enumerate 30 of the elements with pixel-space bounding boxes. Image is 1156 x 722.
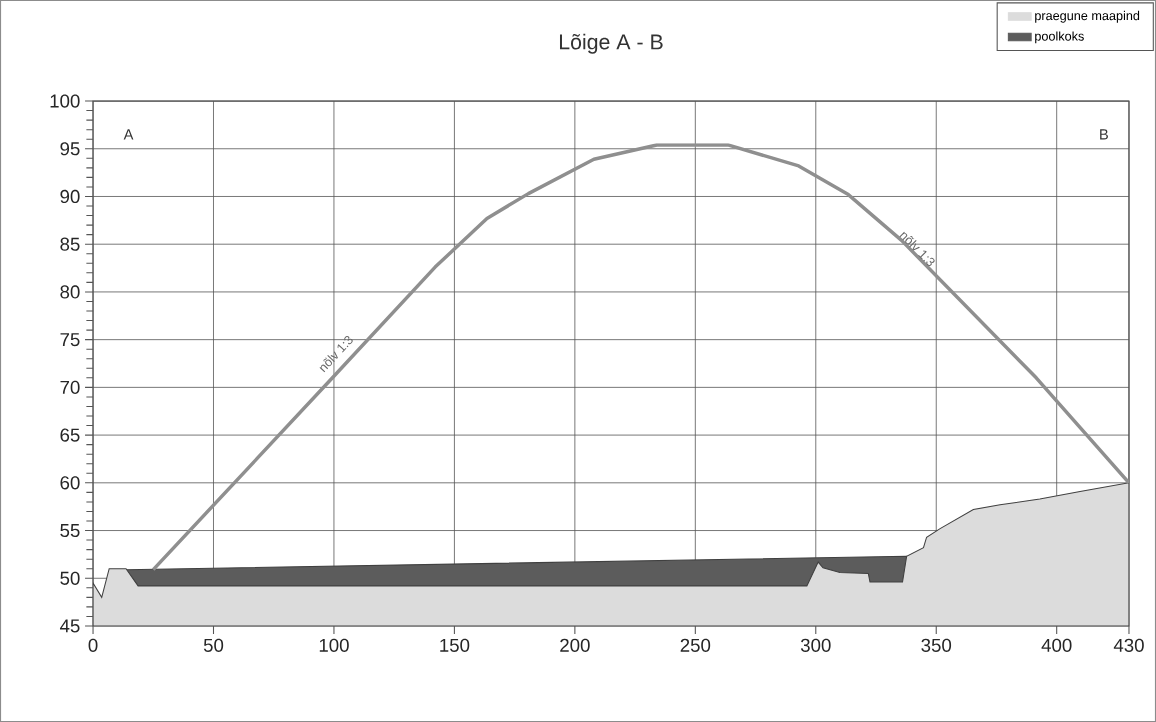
y-tick-label: 75	[60, 333, 80, 347]
y-tick-label: 100	[50, 94, 80, 108]
chart-title: Lõige A - B	[559, 33, 663, 54]
legend-label: poolkoks	[1035, 31, 1084, 44]
y-tick-label: 60	[60, 476, 80, 490]
annotation: A	[123, 129, 134, 140]
annotation: nõlv 1:3	[319, 335, 353, 373]
y-tick-label: 70	[60, 380, 80, 394]
annotation: nõlv 1:3	[899, 231, 935, 267]
x-tick-label: 350	[921, 638, 952, 652]
legend-label: praegune maapind	[1035, 10, 1140, 23]
line-series	[151, 143, 1129, 572]
y-tick-label: 50	[60, 571, 80, 585]
y-tick-label: 85	[60, 237, 80, 251]
x-tick-label: 0	[88, 638, 98, 652]
x-tick-label: 150	[440, 638, 470, 652]
x-tick-label: 300	[800, 638, 831, 652]
x-tick-label: 400	[1041, 638, 1072, 652]
y-tick-label: 80	[60, 285, 80, 299]
x-tick-label: 100	[319, 638, 349, 652]
x-tick-label: 250	[680, 638, 711, 652]
x-tick-label: 200	[560, 638, 590, 652]
x-tick-label: 50	[203, 638, 224, 652]
x-tick-label: 430	[1113, 638, 1144, 652]
y-tick-label: 45	[59, 619, 80, 633]
annotation: B	[1100, 129, 1108, 140]
y-tick-label: 55	[60, 524, 80, 538]
y-tick-label: 65	[60, 428, 80, 442]
y-tick-label: 90	[60, 189, 80, 204]
y-tick-label: 95	[60, 142, 80, 156]
